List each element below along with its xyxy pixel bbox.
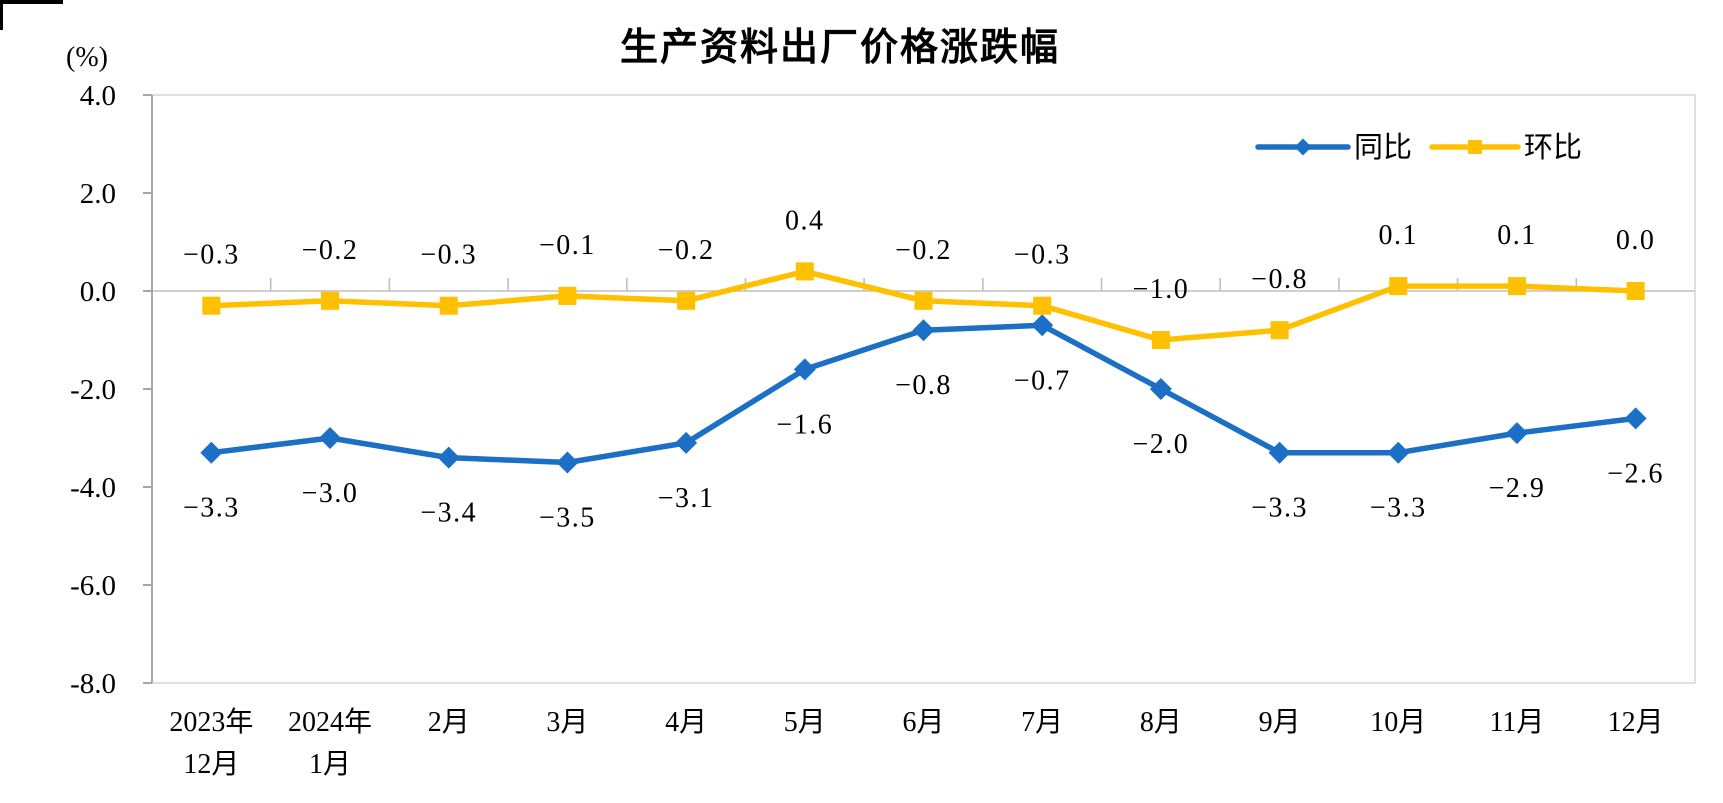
data-label-环比: 0.0 [1616,225,1656,256]
data-label-环比: −0.2 [895,235,952,266]
data-label-同比: −3.1 [658,483,715,514]
screenshot-corner-mark-left [0,0,3,30]
y-tick-label: 2.0 [80,178,116,210]
data-label-同比: −3.3 [1251,493,1308,524]
series-marker-环比 [795,262,814,281]
x-tick-label: 2024年 [288,706,372,738]
y-tick-label: 4.0 [80,80,116,112]
data-label-环比: 0.4 [785,205,825,236]
series-marker-环比 [914,291,933,310]
legend-label-同比: 同比 [1354,131,1412,164]
x-tick-label: 2023年 [169,706,253,738]
series-marker-环比 [202,296,221,315]
data-label-环比: 0.1 [1379,220,1419,251]
screenshot-corner-mark-top [0,0,63,4]
series-marker-环比 [321,291,340,310]
x-tick-label: 6月 [902,707,944,738]
x-tick-label: 3月 [546,707,588,738]
series-marker-环比 [439,296,458,315]
series-marker-环比 [1626,281,1645,301]
x-tick-label: 9月 [1259,707,1301,738]
series-marker-环比 [1151,330,1170,350]
x-tick-label: 1月 [309,749,351,780]
data-label-同比: −3.0 [302,478,359,509]
data-label-环比: −1.0 [1132,274,1189,305]
data-label-环比: −0.1 [539,230,596,261]
y-tick-label: -4.0 [70,472,116,504]
chart-title: 生产资料出厂价格涨跌幅 [619,27,1060,69]
x-tick-label: 10月 [1370,707,1426,738]
legend-label-环比: 环比 [1524,131,1582,164]
y-tick-label: -8.0 [70,668,116,700]
data-label-同比: −2.0 [1132,429,1189,460]
y-tick-label: -6.0 [70,570,116,602]
series-marker-环比 [1389,277,1408,296]
x-tick-label: 12月 [183,749,239,780]
data-label-同比: −0.8 [895,370,952,401]
data-label-环比: −0.2 [658,235,715,266]
y-axis-unit-label: (%) [66,42,108,73]
legend-marker-环比 [1468,140,1482,154]
series-marker-同比 [912,319,935,342]
legend-marker-同比 [1294,138,1312,156]
x-tick-label: 4月 [665,707,707,738]
data-label-同比: −3.4 [420,498,477,529]
data-label-环比: −0.3 [183,240,240,271]
series-marker-环比 [677,291,696,310]
series-marker-环比 [558,286,577,305]
data-label-同比: −2.6 [1607,458,1664,489]
x-tick-label: 12月 [1608,707,1664,738]
series-marker-同比 [319,427,342,449]
x-tick-label: 7月 [1021,707,1063,738]
x-tick-label: 11月 [1489,707,1544,738]
data-label-同比: −3.5 [539,503,596,534]
y-tick-label: 0.0 [80,276,116,308]
x-tick-label: 5月 [784,707,826,738]
x-tick-label: 2月 [428,707,470,738]
x-tick-label: 8月 [1140,707,1182,738]
series-marker-同比 [1149,378,1172,400]
series-marker-环比 [1033,296,1052,315]
data-label-环比: −0.8 [1251,264,1308,295]
series-marker-同比 [1268,441,1291,464]
data-label-同比: −2.9 [1489,473,1546,504]
series-marker-同比 [793,358,816,381]
series-marker-环比 [1270,321,1289,340]
y-tick-label: -2.0 [70,374,116,406]
series-marker-同比 [556,451,579,474]
series-marker-同比 [675,431,698,454]
series-marker-同比 [437,446,460,469]
series-marker-同比 [1624,407,1647,430]
series-marker-同比 [1387,441,1410,464]
data-label-同比: −3.3 [1370,493,1427,524]
data-label-同比: −0.7 [1014,365,1071,396]
series-marker-同比 [1505,422,1528,445]
series-marker-环比 [1507,277,1526,296]
series-marker-同比 [200,441,223,464]
series-marker-同比 [1031,314,1054,337]
data-label-环比: −0.3 [420,240,477,271]
data-label-同比: −1.6 [776,409,833,440]
data-label-环比: 0.1 [1497,220,1537,251]
data-label-同比: −3.3 [183,493,240,524]
data-label-环比: −0.2 [302,235,359,266]
data-label-环比: −0.3 [1014,240,1071,271]
